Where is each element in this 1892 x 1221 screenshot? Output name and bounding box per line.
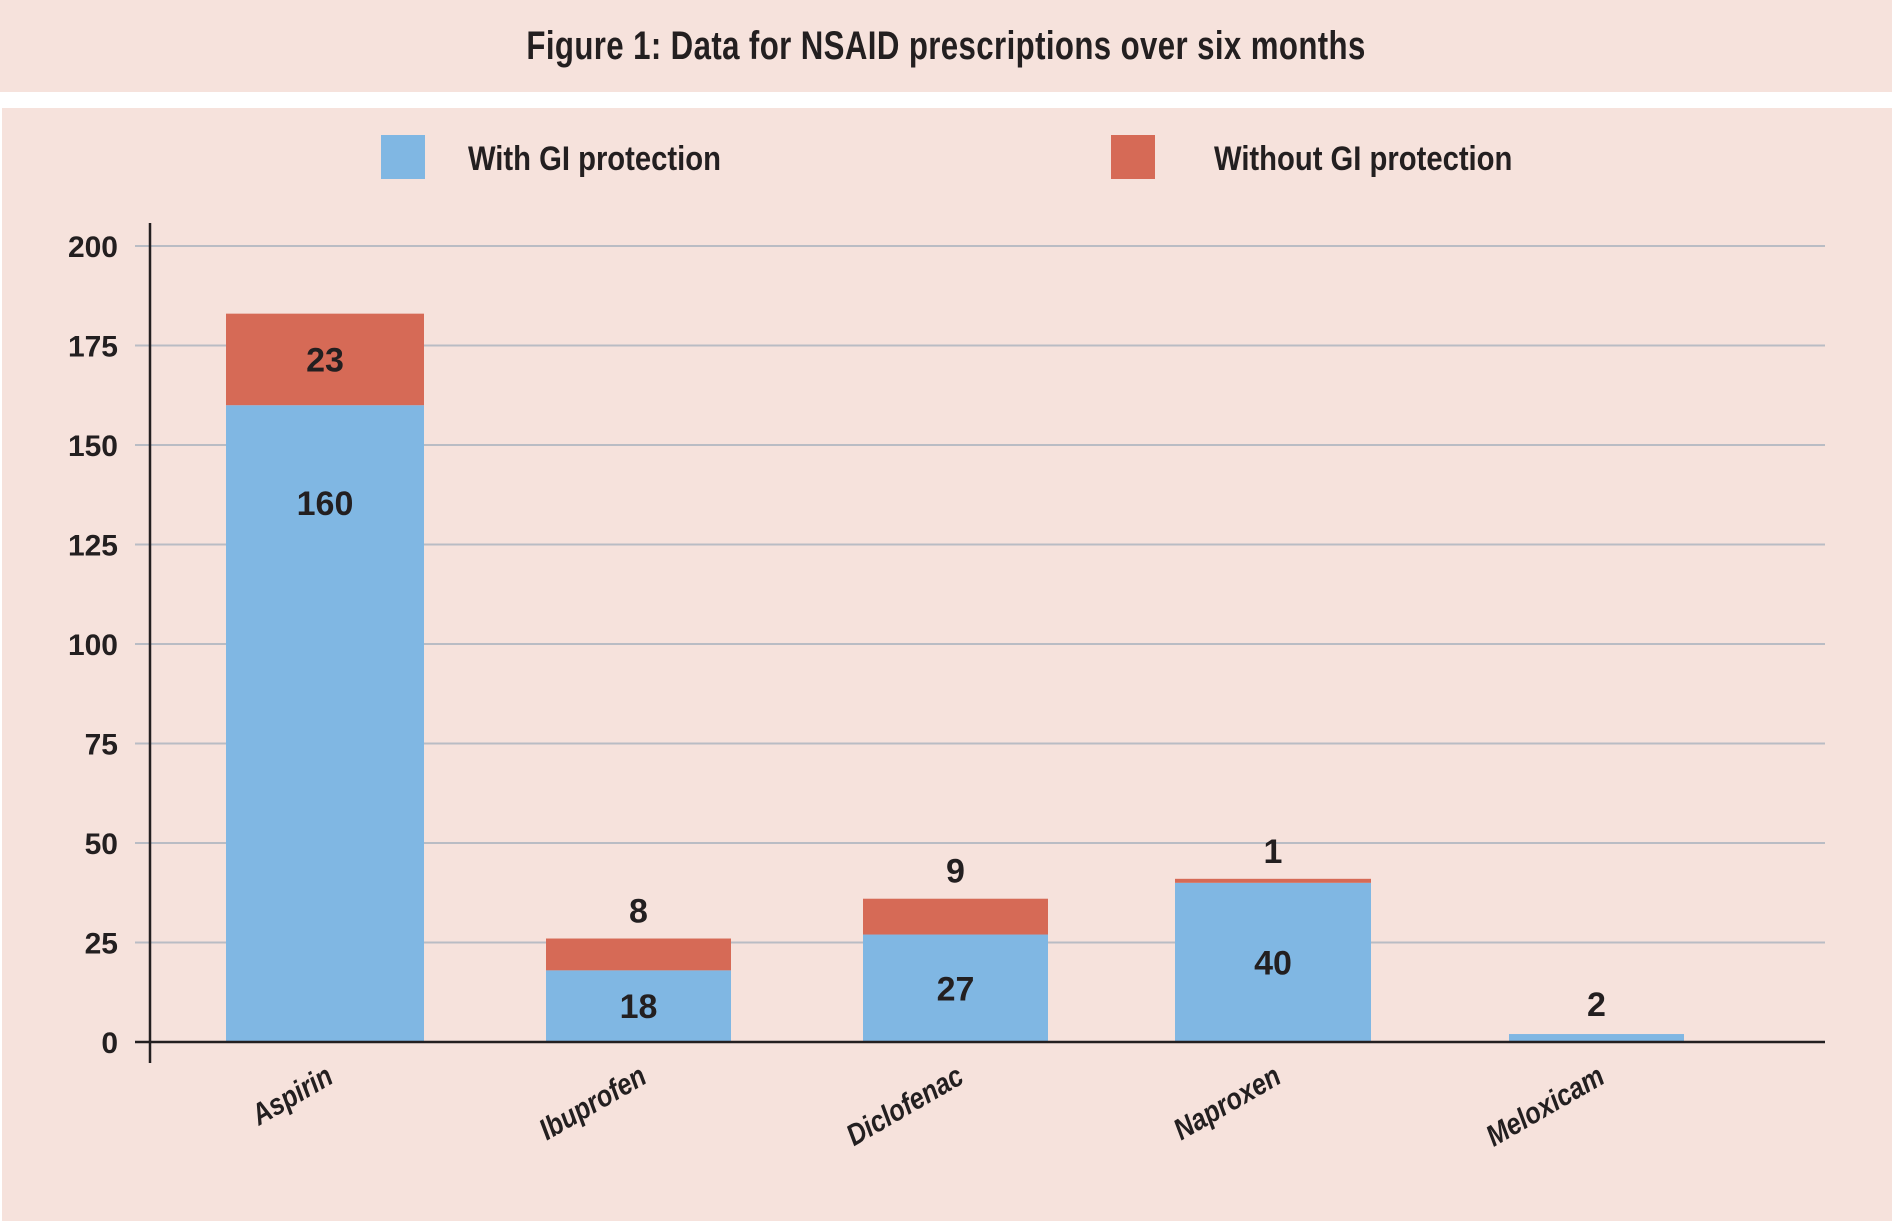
y-tick-label: 50 xyxy=(85,828,118,861)
bar-ibuprofen-without-gi xyxy=(546,938,731,971)
x-tick-label-meloxicam: Meloxicam xyxy=(1480,1059,1610,1153)
y-axis-ticks: 0 25 50 75 100 125 150 175 200 xyxy=(68,231,118,1060)
x-tick-label-diclofenac: Diclofenac xyxy=(840,1058,969,1152)
data-label-meloxicam-with-gi: 2 xyxy=(1587,986,1606,1024)
bar-diclofenac-without-gi xyxy=(863,898,1048,935)
chart-panel: With GI protection Without GI protection … xyxy=(2,108,1892,1221)
bar-naproxen-with-gi xyxy=(1175,882,1371,1042)
bar-aspirin-without-gi xyxy=(226,313,424,406)
data-label-aspirin-with-gi: 160 xyxy=(297,485,354,523)
y-tick-label: 125 xyxy=(68,530,118,563)
x-tick-label-aspirin: Aspirin xyxy=(245,1059,339,1132)
y-tick-label: 75 xyxy=(85,729,118,762)
chart-title: Figure 1: Data for NSAID prescriptions o… xyxy=(526,23,1366,68)
y-tick-label: 150 xyxy=(68,430,118,463)
x-tick-label-naproxen: Naproxen xyxy=(1168,1059,1287,1147)
legend-swatch-with-gi xyxy=(381,135,425,179)
bar-ibuprofen-with-gi xyxy=(546,970,731,1042)
legend-swatch-without-gi xyxy=(1111,135,1155,179)
data-label-aspirin-without-gi: 23 xyxy=(306,341,344,379)
bar-meloxicam-with-gi xyxy=(1509,1034,1684,1042)
bars xyxy=(226,313,1684,1042)
data-label-ibuprofen-without-gi: 8 xyxy=(629,893,648,931)
y-tick-label: 0 xyxy=(101,1027,118,1060)
axes xyxy=(135,223,1825,1063)
x-axis-labels: Aspirin Ibuprofen Diclofenac Naproxen Meloxi… xyxy=(245,1058,1610,1152)
data-label-naproxen-with-gi: 40 xyxy=(1254,944,1292,982)
y-tick-label: 200 xyxy=(68,231,118,264)
y-tick-label: 100 xyxy=(68,629,118,662)
data-label-naproxen-without-gi: 1 xyxy=(1264,833,1283,871)
legend-label-without-gi: Without GI protection xyxy=(1214,139,1512,178)
y-tick-label: 25 xyxy=(85,928,118,961)
bar-data-labels: 160 23 18 8 27 9 40 1 2 xyxy=(297,341,1606,1026)
legend-label-with-gi: With GI protection xyxy=(468,139,721,178)
x-tick-label-ibuprofen: Ibuprofen xyxy=(533,1059,651,1147)
data-label-diclofenac-without-gi: 9 xyxy=(946,853,965,891)
y-tick-label: 175 xyxy=(68,331,118,364)
stacked-bar-chart: With GI protection Without GI protection … xyxy=(68,135,1825,1153)
bar-aspirin-with-gi xyxy=(226,405,424,1042)
data-label-diclofenac-with-gi: 27 xyxy=(937,970,975,1008)
legend: With GI protection Without GI protection xyxy=(381,135,1512,179)
title-band: Figure 1: Data for NSAID prescriptions o… xyxy=(0,0,1892,92)
data-label-ibuprofen-with-gi: 18 xyxy=(620,988,658,1026)
bar-diclofenac-with-gi xyxy=(863,934,1048,1042)
bar-naproxen-without-gi xyxy=(1175,878,1371,883)
